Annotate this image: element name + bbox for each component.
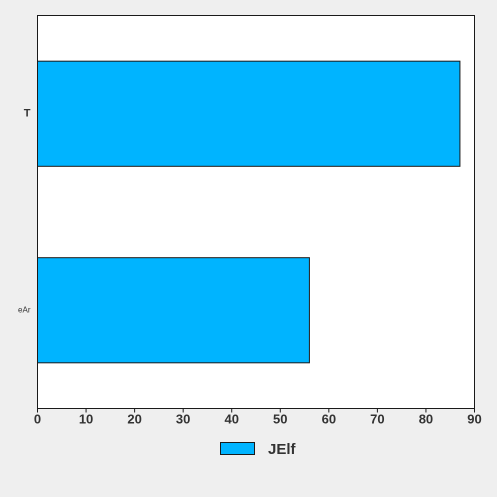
- bar-1: [37, 257, 310, 364]
- x-tick-label: 30: [176, 412, 190, 427]
- legend-label: JElf: [268, 441, 297, 458]
- legend: JElf: [220, 441, 297, 458]
- x-tick-label: 70: [370, 412, 384, 427]
- bar-0: [37, 60, 461, 167]
- bars-group: [37, 60, 461, 364]
- x-tick-label: 90: [467, 412, 481, 427]
- x-tick-label: 60: [322, 412, 336, 427]
- x-axis-ticks: 0 10 20 30 40 50 60 70 80 90: [34, 408, 482, 427]
- x-tick-label: 20: [127, 412, 141, 427]
- y-tick-label: eAr: [18, 305, 31, 314]
- x-tick-label: 0: [34, 412, 41, 427]
- x-tick-label: 50: [273, 412, 287, 427]
- x-tick-label: 10: [79, 412, 93, 427]
- legend-swatch: [220, 442, 255, 455]
- x-tick-label: 80: [419, 412, 433, 427]
- y-tick-label: T: [24, 108, 31, 120]
- x-tick-label: 40: [224, 412, 238, 427]
